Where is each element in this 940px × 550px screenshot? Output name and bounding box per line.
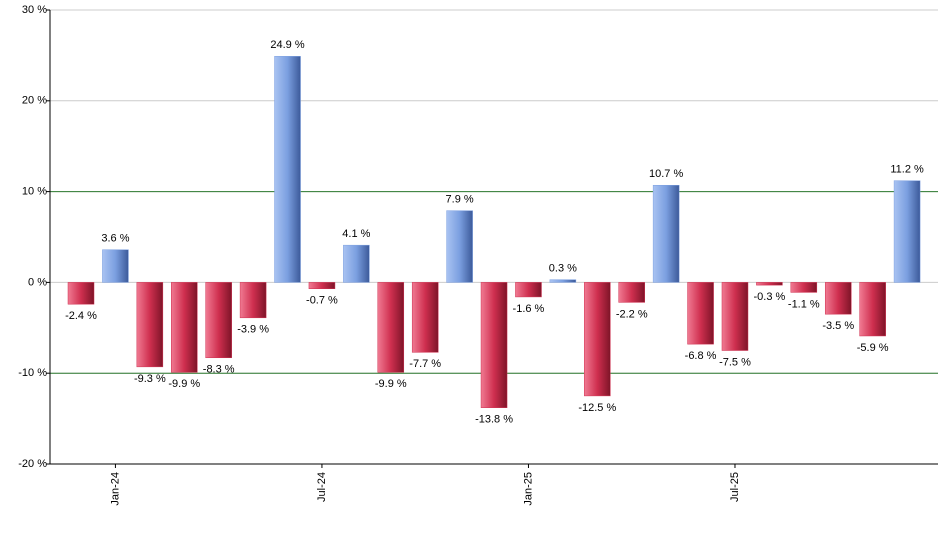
y-tick-label: 10 %	[22, 186, 47, 198]
value-label: -7.7 %	[409, 358, 441, 370]
value-label: 24.9 %	[270, 39, 304, 51]
value-label: -2.2 %	[616, 308, 648, 320]
value-label: 3.6 %	[101, 233, 129, 245]
value-label: -1.1 %	[788, 298, 820, 310]
x-tick-label: Jul-24	[316, 472, 328, 502]
bar	[790, 282, 818, 293]
value-label: -0.7 %	[306, 295, 338, 307]
bar	[480, 282, 508, 408]
y-tick-label: -20 %	[18, 458, 47, 470]
bar	[756, 282, 783, 286]
bar	[136, 282, 164, 368]
bar	[274, 56, 301, 283]
bar	[824, 282, 852, 315]
bar	[893, 180, 921, 283]
value-label: -1.6 %	[513, 303, 545, 315]
value-label: -5.9 %	[857, 342, 889, 354]
bar	[515, 282, 542, 298]
y-tick-label: -10 %	[18, 367, 47, 379]
value-label: 10.7 %	[649, 168, 683, 180]
bar	[859, 282, 886, 337]
value-label: -9.3 %	[134, 373, 166, 385]
value-label: -3.5 %	[822, 320, 854, 332]
x-tick-label: Jan-24	[109, 472, 121, 506]
bar	[446, 210, 473, 283]
bar	[171, 282, 198, 373]
value-label: -13.8 %	[475, 414, 513, 426]
x-tick-label: Jan-25	[522, 472, 534, 506]
bar	[343, 244, 370, 283]
bar	[687, 282, 714, 345]
value-label: -8.3 %	[203, 364, 235, 376]
bar	[652, 184, 680, 283]
value-label: -9.9 %	[375, 378, 407, 390]
bar	[102, 249, 129, 283]
bar	[377, 282, 405, 373]
value-label: -9.9 %	[168, 378, 200, 390]
value-label: -3.9 %	[237, 324, 269, 336]
value-label: 7.9 %	[446, 194, 474, 206]
x-tick-label: Jul-25	[729, 472, 741, 502]
value-label: -6.8 %	[685, 350, 717, 362]
bar	[549, 279, 577, 283]
value-label: -12.5 %	[578, 402, 616, 414]
y-tick-label: 20 %	[22, 95, 47, 107]
value-label: 4.1 %	[342, 228, 370, 240]
bar	[618, 282, 645, 303]
bar	[67, 282, 95, 305]
value-label: 0.3 %	[549, 263, 577, 275]
bar	[721, 282, 749, 351]
y-tick-label: 0 %	[28, 276, 47, 288]
bar	[308, 282, 336, 290]
value-label: -2.4 %	[65, 310, 97, 322]
bar	[205, 282, 232, 359]
bar	[584, 282, 611, 397]
value-label: 11.2 %	[890, 164, 924, 176]
bar	[411, 282, 439, 353]
y-tick-label: 30 %	[22, 4, 47, 16]
bar	[239, 282, 267, 319]
value-label: -7.5 %	[719, 356, 751, 368]
value-label: -0.3 %	[754, 291, 786, 303]
